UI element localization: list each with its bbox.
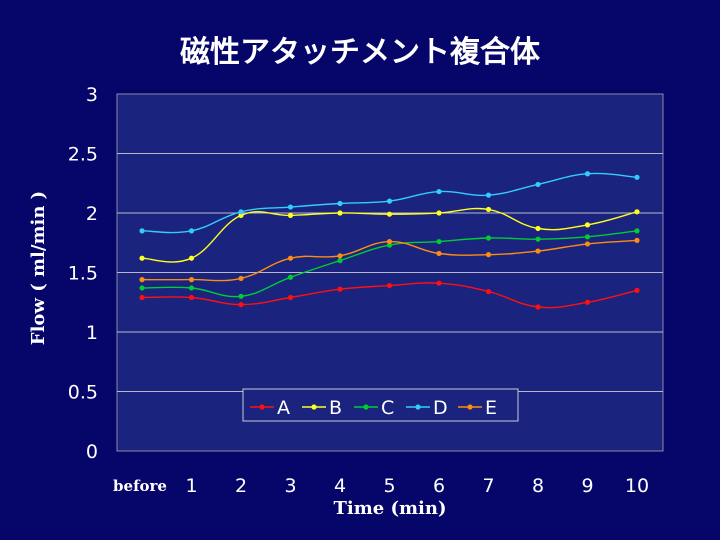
data-point-a	[436, 280, 442, 286]
data-point-b	[634, 209, 640, 215]
data-point-c	[584, 234, 591, 240]
data-point-e	[634, 237, 640, 243]
x-tick-label: 6	[433, 475, 445, 497]
data-point-c	[287, 274, 294, 280]
data-point-e	[139, 277, 145, 283]
data-point-e	[386, 238, 393, 245]
data-point-d	[485, 192, 492, 198]
data-point-d	[436, 188, 442, 195]
data-point-a	[485, 288, 492, 295]
data-point-d	[634, 174, 640, 180]
data-point-d	[238, 209, 244, 215]
data-point-e	[238, 275, 244, 282]
data-point-d	[188, 228, 195, 234]
y-axis-ticks: 0 0.5 1 1.5 2 2.5 3	[68, 84, 98, 463]
y-tick-label: 3	[86, 84, 98, 106]
legend-label-e: E	[485, 397, 497, 419]
y-tick-label: 1.5	[68, 263, 98, 285]
data-point-b	[584, 222, 591, 228]
data-point-b	[386, 211, 393, 217]
x-tick-label: 3	[284, 475, 296, 497]
data-point-a	[337, 286, 343, 292]
data-point-c	[634, 228, 640, 234]
data-point-e	[535, 248, 541, 254]
legend-marker-c	[363, 404, 369, 410]
x-tick-label: 2	[235, 475, 247, 497]
legend-label-c: C	[381, 397, 394, 419]
data-point-b	[139, 255, 145, 261]
x-tick-label: 5	[383, 475, 395, 497]
legend-marker-a	[259, 404, 265, 410]
data-point-b	[436, 210, 442, 216]
data-point-a	[584, 299, 591, 305]
legend-label-b: B	[329, 397, 342, 419]
y-tick-label: 2	[86, 203, 98, 225]
data-point-d	[386, 198, 393, 204]
x-tick-label: 10	[625, 475, 649, 497]
data-point-c	[386, 242, 393, 248]
legend-label-a: A	[277, 397, 290, 419]
data-point-a	[386, 282, 393, 289]
data-point-b	[535, 225, 541, 232]
legend-marker-b	[311, 404, 317, 410]
data-point-e	[188, 277, 195, 283]
data-point-b	[337, 210, 343, 216]
y-tick-label: 2.5	[68, 144, 98, 166]
data-point-a	[139, 294, 145, 301]
y-tick-label: 1	[86, 322, 98, 344]
data-point-d	[584, 171, 591, 177]
x-tick-label: 8	[532, 475, 544, 497]
series-lines	[139, 171, 640, 310]
data-point-c	[485, 235, 492, 241]
data-point-a	[535, 304, 541, 310]
data-point-c	[238, 293, 244, 299]
x-tick-label: 7	[482, 475, 494, 497]
x-axis-ticks: before 1 2 3 4 5 6 7 8 9 10	[113, 475, 649, 497]
chart-title: 磁性アタッチメント複合体	[180, 35, 541, 70]
data-point-d	[139, 228, 145, 234]
data-point-a	[238, 302, 244, 308]
data-point-d	[337, 200, 343, 207]
data-point-e	[485, 252, 492, 258]
data-point-a	[287, 294, 294, 301]
x-tick-label: 9	[581, 475, 593, 497]
x-axis-label: Time (min)	[333, 498, 446, 519]
data-point-e	[584, 241, 591, 247]
data-point-d	[287, 204, 294, 210]
data-point-b	[287, 212, 294, 218]
x-tick-label: 4	[334, 475, 346, 497]
data-point-e	[287, 255, 294, 261]
y-tick-label: 0.5	[68, 382, 98, 404]
data-point-b	[485, 206, 492, 213]
data-point-c	[188, 285, 195, 291]
legend: A B C D E	[242, 388, 519, 422]
data-point-a	[188, 294, 195, 301]
legend-items: A B C D E	[250, 397, 497, 419]
data-point-c	[436, 238, 442, 245]
legend-marker-e	[467, 404, 473, 410]
data-point-c	[337, 258, 343, 264]
data-point-c	[535, 236, 541, 242]
y-tick-label: 0	[86, 441, 98, 463]
data-point-e	[436, 250, 442, 257]
data-point-d	[535, 181, 541, 188]
data-point-b	[188, 255, 195, 261]
legend-label-d: D	[433, 397, 448, 419]
x-tick-label: 1	[185, 475, 197, 497]
gridlines	[117, 153, 663, 392]
data-point-b	[238, 212, 244, 218]
data-point-a	[634, 287, 640, 293]
data-point-e	[337, 253, 343, 259]
legend-box	[242, 388, 519, 422]
x-tick-label: before	[113, 477, 167, 495]
legend-marker-d	[415, 404, 421, 410]
data-point-c	[139, 285, 145, 291]
y-axis-label: Flow ( ml/min )	[28, 191, 49, 345]
